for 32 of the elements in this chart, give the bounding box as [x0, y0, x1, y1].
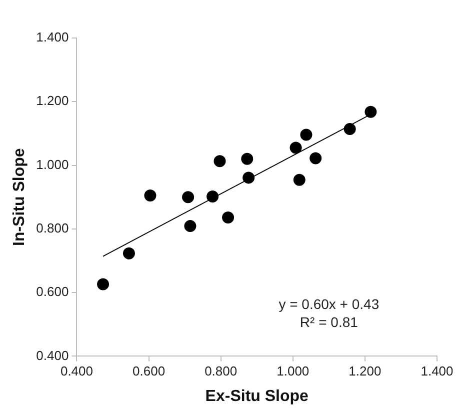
- x-tick-label: 1.200: [348, 364, 382, 379]
- y-axis-title: In-Situ Slope: [11, 148, 28, 246]
- point: [184, 220, 196, 232]
- point: [122, 247, 135, 260]
- point: [206, 190, 219, 202]
- point: [144, 190, 156, 202]
- x-tick-label: 1.000: [276, 364, 310, 379]
- x-tick-label: 0.800: [204, 364, 238, 379]
- x-tick-label: 0.600: [132, 364, 166, 379]
- x-axis-title: Ex-Situ Slope: [205, 388, 309, 405]
- point: [344, 123, 356, 136]
- point: [300, 128, 312, 141]
- x-tick-label: 1.400: [420, 364, 454, 379]
- y-tick-label: 1.200: [36, 93, 69, 108]
- y-tick-label: 0.800: [36, 220, 69, 236]
- point: [222, 211, 234, 224]
- annotation: y = 0.60x + 0.43: [278, 296, 380, 312]
- point: [182, 191, 194, 204]
- point: [364, 106, 377, 118]
- y-tick-label: 1.400: [36, 30, 69, 45]
- annotation: R² = 0.81: [300, 314, 358, 330]
- point: [310, 152, 322, 164]
- y-tick-label: 0.400: [36, 348, 69, 363]
- point: [293, 174, 306, 186]
- point: [214, 155, 226, 168]
- point: [242, 172, 255, 184]
- y-tick-label: 0.600: [36, 284, 69, 300]
- x-tick-label: 0.400: [60, 364, 94, 379]
- point: [97, 278, 110, 290]
- point: [241, 152, 254, 165]
- point: [290, 142, 302, 154]
- y-tick-label: 1.000: [36, 156, 69, 172]
